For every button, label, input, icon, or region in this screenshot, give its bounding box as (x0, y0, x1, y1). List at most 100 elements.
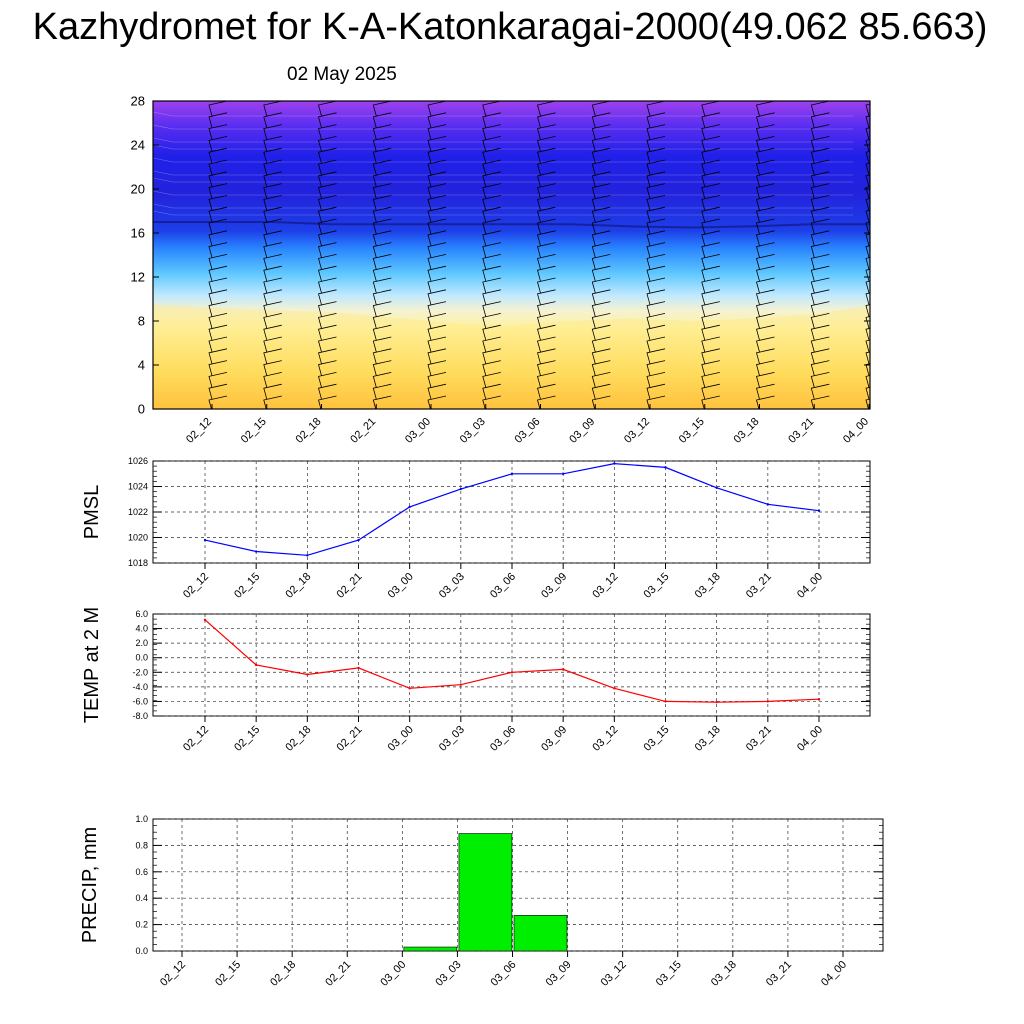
wind-barb (427, 147, 447, 164)
wind-barb (701, 124, 720, 140)
wind-barb (810, 265, 830, 282)
wind-barb (372, 289, 392, 305)
y-tick-label: 0.0 (135, 946, 148, 956)
wind-barb (646, 277, 666, 294)
wind-barb (427, 324, 447, 341)
wind-barb (263, 301, 282, 317)
wind-barb (263, 124, 282, 140)
wind-barb (482, 112, 501, 128)
wind-barb (756, 313, 775, 329)
temp-point (715, 700, 718, 704)
contour-line (153, 210, 853, 216)
wind-barb (701, 383, 720, 400)
wind-barb (701, 230, 720, 246)
wind-barb (482, 124, 501, 140)
x-tick-label: 02_12 (158, 959, 188, 989)
x-tick-label: 03_06 (488, 571, 518, 601)
wind-barb (537, 101, 556, 117)
wind-barb (318, 218, 337, 235)
wind-barb (318, 360, 337, 376)
wind-barb (865, 162, 870, 176)
wind-barb (810, 171, 830, 187)
wind-barb (482, 360, 501, 376)
wind-barb (591, 324, 611, 341)
temp-point (254, 663, 258, 667)
wind-barb (701, 147, 720, 164)
pmsl-point (613, 462, 616, 465)
x-tick-label: 03_03 (433, 959, 463, 989)
x-tick-label: 03_06 (513, 416, 543, 446)
wind-barb (701, 265, 720, 282)
x-tick-label: 02_15 (213, 959, 243, 989)
wind-barb (591, 218, 611, 235)
warm-air-region (153, 304, 870, 409)
wind-barb (427, 360, 447, 376)
wind-barb (263, 372, 282, 388)
wind-barb (810, 101, 830, 117)
wind-barb (537, 348, 556, 364)
wind-barb (318, 112, 337, 128)
x-tick-label: 03_15 (642, 724, 672, 754)
wind-barb (810, 360, 830, 376)
wind-barb (208, 136, 228, 152)
wind-barb (646, 218, 666, 235)
wind-barb (427, 159, 447, 176)
wind-barb (646, 112, 666, 128)
y-tick-label: 12 (131, 270, 145, 285)
wind-barb (701, 336, 720, 353)
x-tick-label: 03_03 (437, 724, 467, 754)
contour-line (153, 170, 853, 176)
contour-line (153, 111, 853, 117)
wind-barb (810, 195, 830, 211)
wind-barb (810, 218, 830, 235)
wind-barb (591, 242, 611, 258)
x-tick-label: 02_15 (239, 416, 269, 446)
wind-barb (427, 101, 447, 117)
wind-barb (701, 171, 720, 187)
wind-barb (810, 395, 830, 409)
wind-barb (646, 147, 666, 164)
x-tick-label: 03_06 (488, 724, 518, 754)
x-tick-label: 03_12 (622, 416, 652, 446)
wind-barb (482, 372, 501, 388)
wind-barb (263, 183, 282, 199)
wind-barb (318, 206, 337, 223)
contour-line (153, 190, 853, 196)
wind-barb (208, 183, 228, 199)
wind-barb (263, 265, 282, 282)
x-tick-label: 03_03 (458, 416, 488, 446)
wind-barb (208, 101, 228, 117)
wind-barb (591, 277, 611, 294)
pmsl-point (766, 503, 770, 506)
wind-barb (646, 195, 666, 211)
wind-barb (318, 395, 337, 409)
wind-barb (701, 159, 720, 176)
pmsl-point (254, 550, 258, 553)
wind-barb (756, 301, 775, 317)
x-tick-label: 02_12 (181, 724, 211, 754)
wind-barb (810, 183, 830, 199)
wind-barb (318, 136, 337, 152)
contour-line (153, 124, 853, 130)
wind-barb (372, 265, 392, 282)
wind-barb (537, 112, 556, 128)
wind-barb (810, 313, 830, 329)
wind-barb (865, 292, 870, 305)
y-axis-label: PRECIP, mm (79, 827, 101, 943)
wind-barb (701, 289, 720, 305)
wind-barb (372, 301, 392, 317)
temp-chart: -8.0 -6.0 -4.0 -2.0 0.0 2.0 4.0 6.0 02_12 02_15 02… (81, 607, 871, 754)
wind-barb (537, 124, 556, 140)
wind-barb (482, 383, 501, 400)
wind-barb (865, 304, 870, 317)
x-tick-label: 03_12 (599, 959, 629, 989)
wind-barb (263, 112, 282, 128)
wind-barb (482, 218, 501, 235)
wind-barb (208, 336, 228, 353)
wind-barb (427, 372, 447, 388)
wind-barb (756, 289, 775, 305)
contour-line (153, 203, 853, 209)
pmsl-point (510, 472, 514, 475)
wind-barb (810, 206, 830, 223)
wind-barb (756, 147, 775, 164)
